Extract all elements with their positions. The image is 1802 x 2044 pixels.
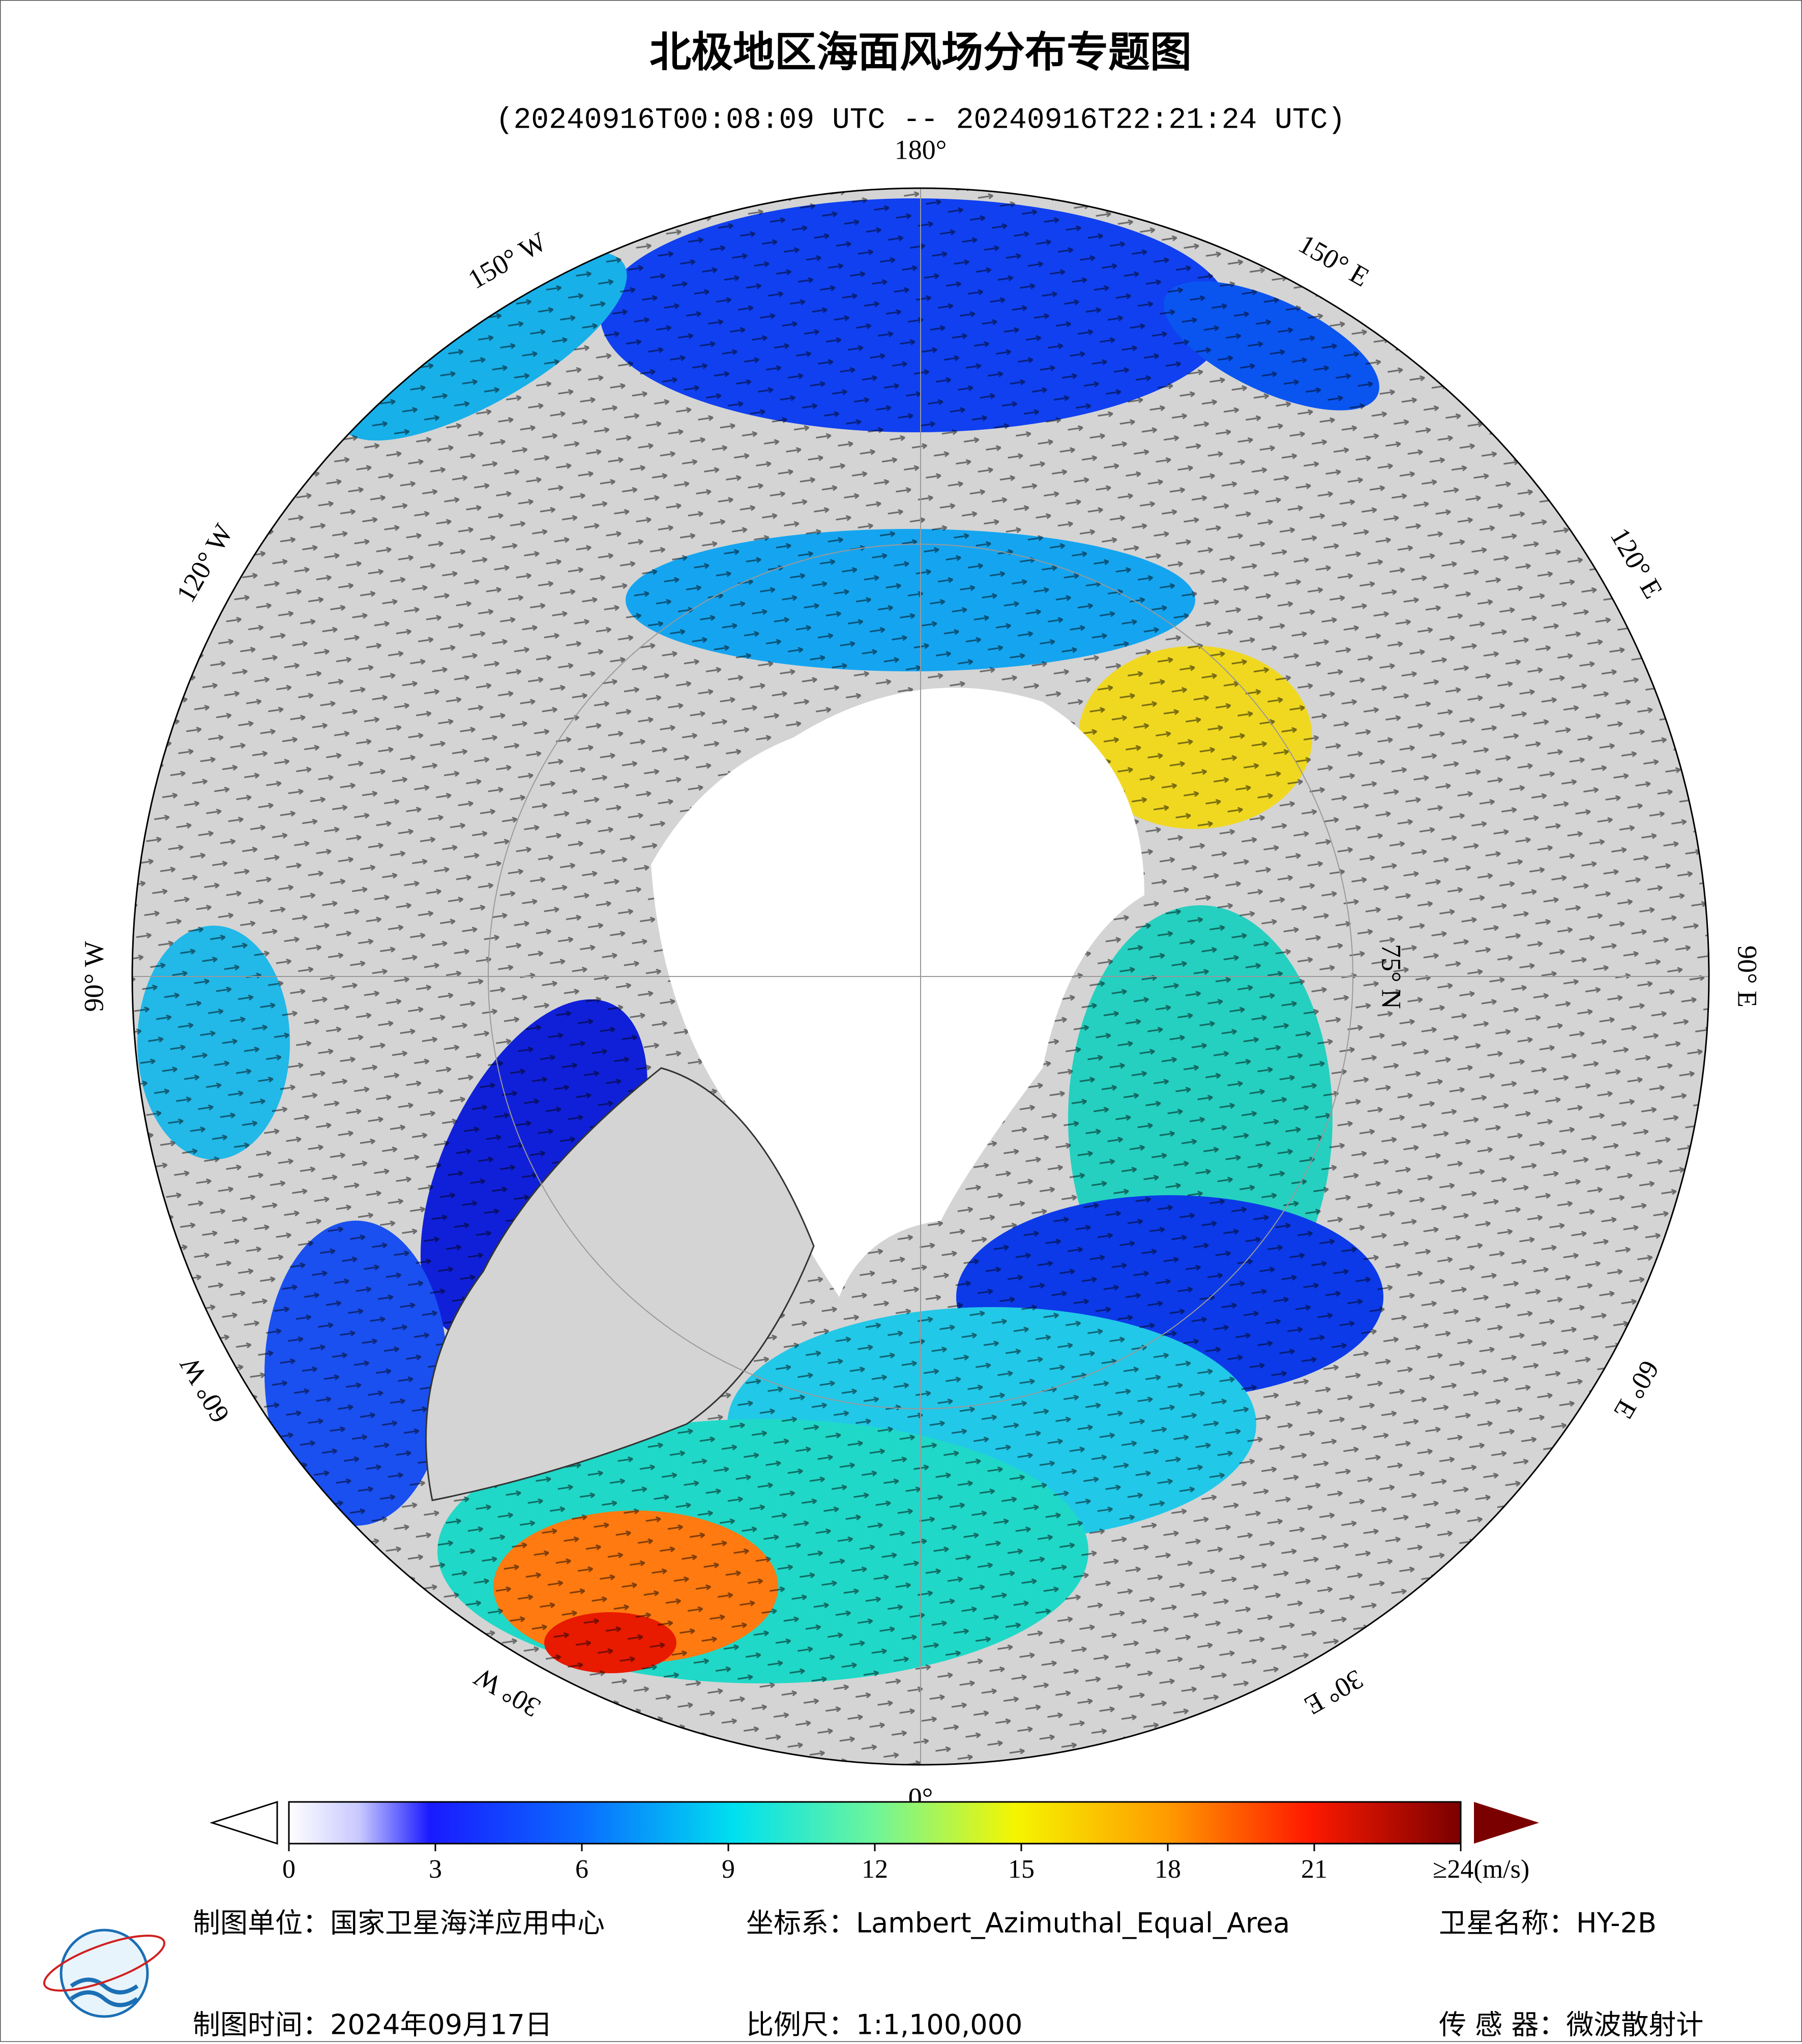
title: 北极地区海面风场分布专题图 bbox=[649, 28, 1192, 76]
colorbar-tick-label: 12 bbox=[862, 1855, 888, 1884]
colorbar-tick-label: 6 bbox=[575, 1855, 588, 1884]
footer-sensor: 传 感 器：微波散射计 bbox=[1439, 2009, 1703, 2041]
colorbar-over bbox=[1474, 1802, 1539, 1844]
colorbar-under bbox=[210, 1800, 278, 1845]
footer-unit: 制图单位：国家卫星海洋应用中心 bbox=[193, 1907, 605, 1939]
longitude-label: 180° bbox=[895, 134, 947, 165]
latitude-label: 75° N bbox=[1376, 944, 1407, 1009]
longitude-label: 90° W bbox=[78, 941, 109, 1012]
footer-satellite: 卫星名称：HY-2B bbox=[1439, 1907, 1657, 1939]
graticule bbox=[132, 188, 1709, 1765]
sea-ice bbox=[651, 688, 1144, 1297]
footer-projection: 坐标系：Lambert_Azimuthal_Equal_Area bbox=[746, 1907, 1290, 1939]
colorbar-tick-label: 21 bbox=[1301, 1855, 1327, 1884]
colorbar-bar bbox=[288, 1801, 1462, 1845]
colorbar-tick-label: 15 bbox=[1008, 1855, 1035, 1884]
longitude-label: 90° E bbox=[1732, 945, 1763, 1008]
colorbar-tick-label: 18 bbox=[1155, 1855, 1181, 1884]
logo bbox=[43, 1929, 166, 2018]
greenland bbox=[425, 1067, 815, 1501]
colorbar-tick-label: 0 bbox=[282, 1855, 296, 1884]
subtitle: (20240916T00:08:09 UTC -- 20240916T22:21… bbox=[496, 104, 1346, 137]
colorbar: 0 3 6 9 12 15 18 21 ≥24(m/s) bbox=[210, 1800, 1539, 1884]
colorbar-tick-label: 9 bbox=[722, 1855, 735, 1884]
colorbar-tick-label: ≥24(m/s) bbox=[1433, 1855, 1529, 1884]
colorbar-tick-label: 3 bbox=[429, 1855, 442, 1884]
footer-date: 制图时间：2024年09月17日 bbox=[193, 2009, 552, 2041]
footer-scale: 比例尺：1:1,100,000 bbox=[746, 2009, 1022, 2041]
map-border bbox=[131, 187, 1710, 1766]
